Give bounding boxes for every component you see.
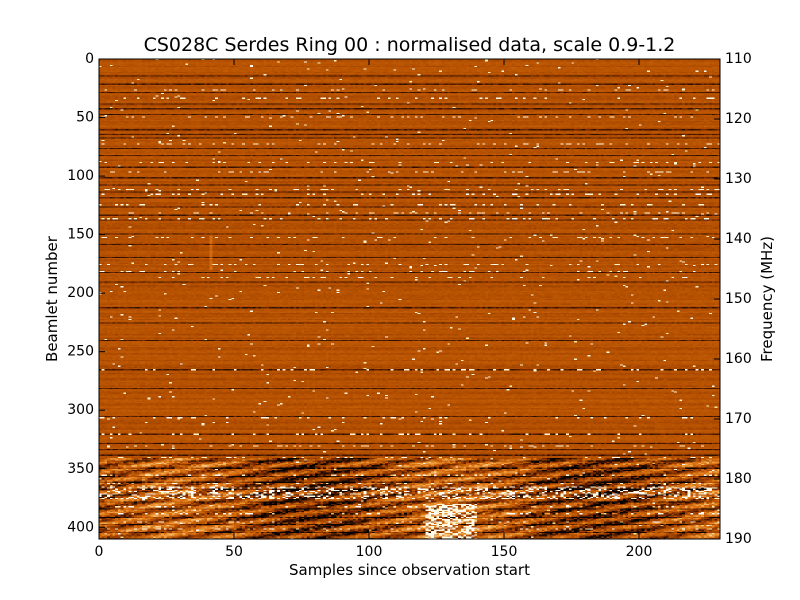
y-tick-label: 0	[85, 51, 94, 67]
tick-layer: 0 50 100 150 200 0 50 100 150 200 250 300 350 400 110 1…	[67, 51, 751, 560]
x-tick-label: 100	[356, 544, 383, 560]
y-tick-label: 350	[67, 461, 94, 477]
y-tick-label: 200	[67, 285, 94, 301]
y2-axis-label: Frequency (MHz)	[758, 235, 776, 363]
y2-tick-label: 170	[725, 411, 752, 427]
y-tick-label: 150	[67, 227, 94, 243]
y-tick-label: 400	[67, 519, 94, 535]
heatmap-layer	[99, 59, 720, 539]
y2-tick-label: 110	[725, 51, 752, 67]
y2-tick-label: 160	[725, 351, 752, 367]
y-axis-label: Beamlet number	[43, 236, 61, 362]
y-tick-label: 50	[76, 110, 94, 126]
x-tick-label: 50	[225, 544, 243, 560]
y-tick-label: 100	[67, 168, 94, 184]
y-tick-label: 250	[67, 344, 94, 360]
x-tick-label: 150	[491, 544, 518, 560]
heatmap-image	[99, 59, 720, 539]
y-tick-label: 300	[67, 402, 94, 418]
chart-title: CS028C Serdes Ring 00 : normalised data,…	[143, 34, 676, 56]
x-tick-label: 0	[95, 544, 104, 560]
y2-tick-label: 190	[725, 531, 752, 547]
y2-tick-label: 140	[725, 231, 752, 247]
y2-tick-label: 130	[725, 171, 752, 187]
y2-tick-label: 120	[725, 111, 752, 127]
x-axis-label: Samples since observation start	[289, 561, 530, 579]
y2-tick-label: 180	[725, 471, 752, 487]
x-tick-label: 200	[626, 544, 653, 560]
y2-tick-label: 150	[725, 291, 752, 307]
